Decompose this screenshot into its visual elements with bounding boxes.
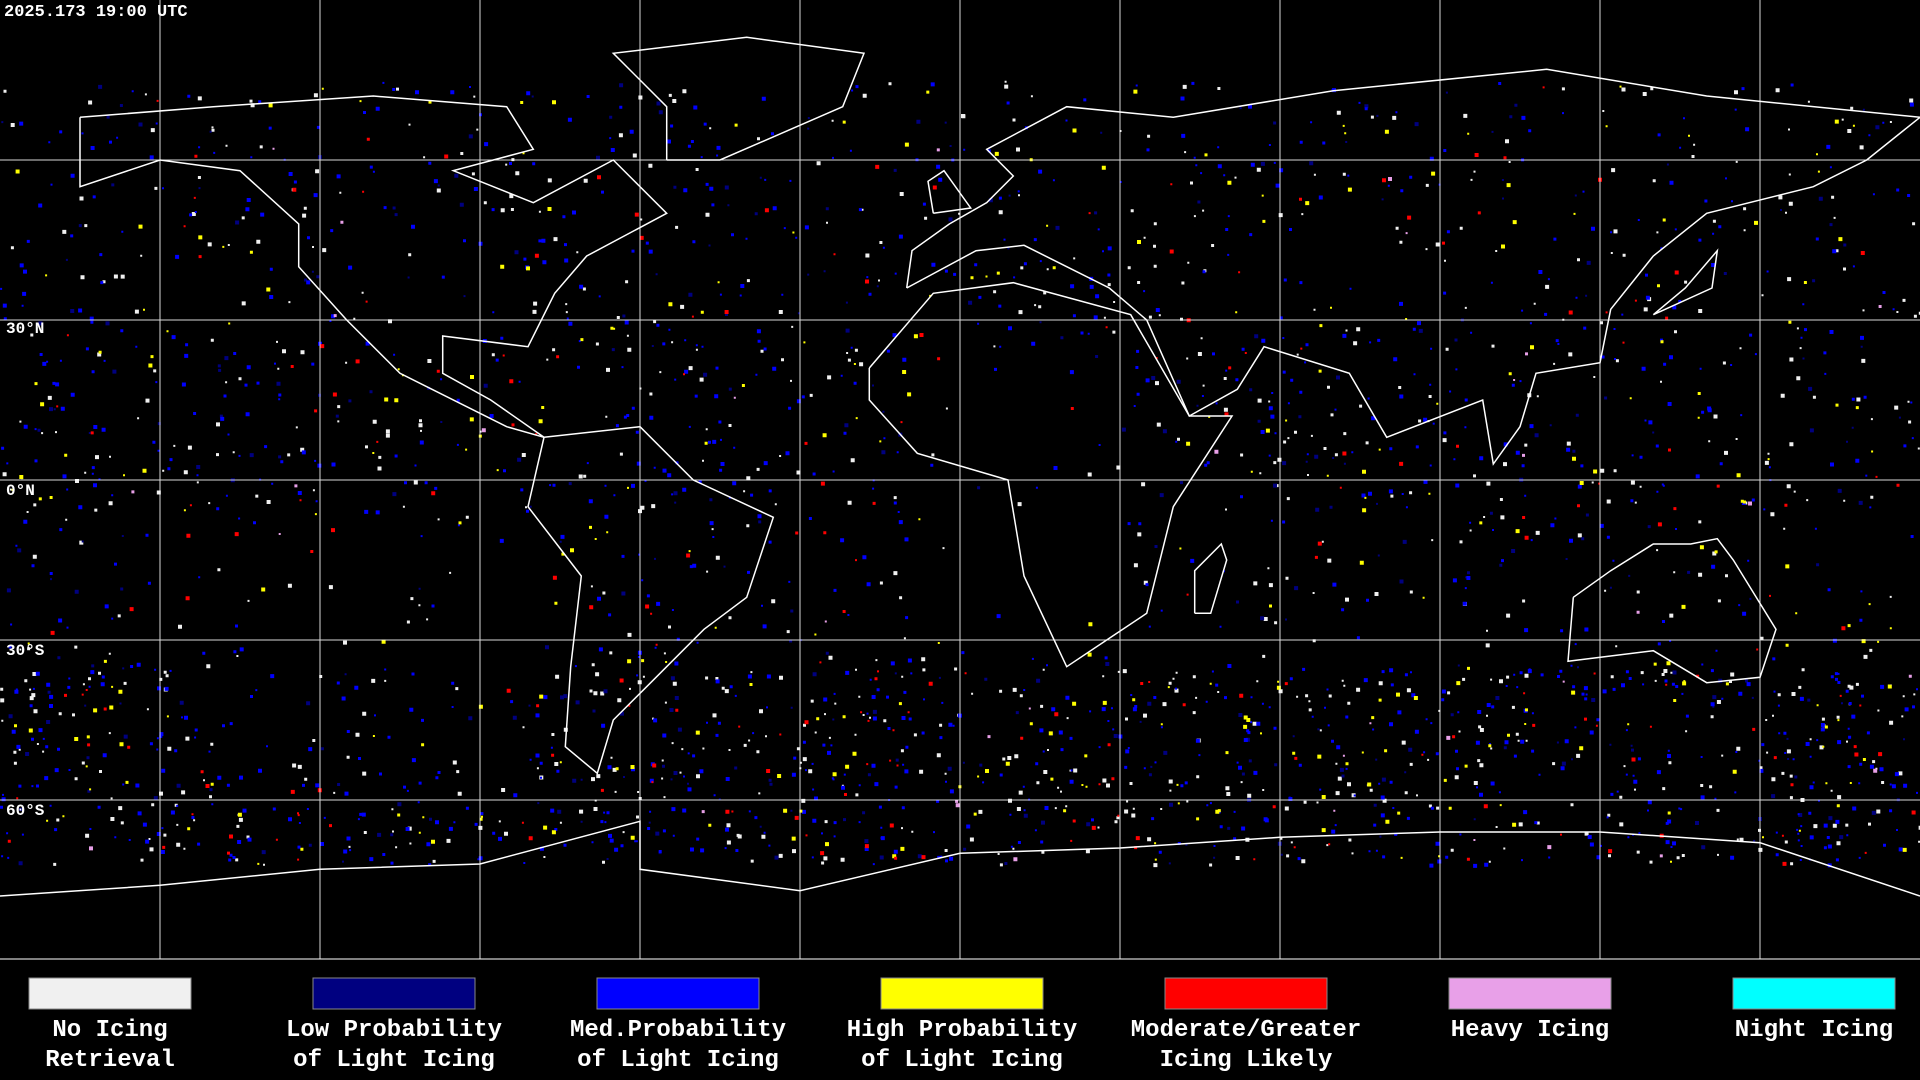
timestamp: 2025.173 19:00 UTC [4, 3, 188, 22]
legend-label: Retrieval [45, 1047, 175, 1074]
legend-swatch [312, 977, 476, 1010]
coastline [927, 169, 973, 215]
legend-swatch [596, 977, 760, 1010]
latitude-label: 30°N [6, 320, 44, 338]
legend-swatch [1164, 977, 1328, 1010]
legend-label: Heavy Icing [1451, 1017, 1609, 1044]
legend-label: Night Icing [1735, 1017, 1893, 1044]
coastline [1567, 537, 1777, 684]
coastline [0, 820, 1920, 897]
latitude-labels: 30°N 0°N 30°S 60°S [6, 320, 45, 820]
grid [0, 0, 1920, 959]
legend-label: No Icing [52, 1017, 167, 1044]
coastline [868, 281, 1234, 668]
latitude-label: 30°S [6, 642, 45, 660]
coastline [1652, 248, 1719, 316]
coastline [611, 36, 866, 161]
legend-swatch [1732, 977, 1896, 1010]
latitude-label: 60°S [6, 802, 45, 820]
legend: No Icing Retrieval Low Probability of Light… [28, 977, 1896, 1074]
legend-label: of Light Icing [861, 1047, 1063, 1074]
coastline [527, 425, 775, 775]
legend-label: Med.Probability [570, 1017, 786, 1044]
legend-swatch [1448, 977, 1612, 1010]
coastline [905, 68, 1920, 466]
legend-swatch [28, 977, 192, 1010]
legend-swatch [880, 977, 1044, 1010]
legend-label: Low Probability [286, 1017, 502, 1044]
legend-label: of Light Icing [577, 1047, 779, 1074]
legend-label: Icing Likely [1160, 1047, 1333, 1074]
legend-label: of Light Icing [293, 1047, 495, 1074]
coastline [79, 95, 668, 439]
coastlines [0, 36, 1920, 897]
coastline [1193, 542, 1228, 615]
legend-label: High Probability [847, 1017, 1077, 1044]
legend-label: Moderate/Greater [1131, 1017, 1361, 1044]
latitude-label: 0°N [6, 482, 35, 500]
